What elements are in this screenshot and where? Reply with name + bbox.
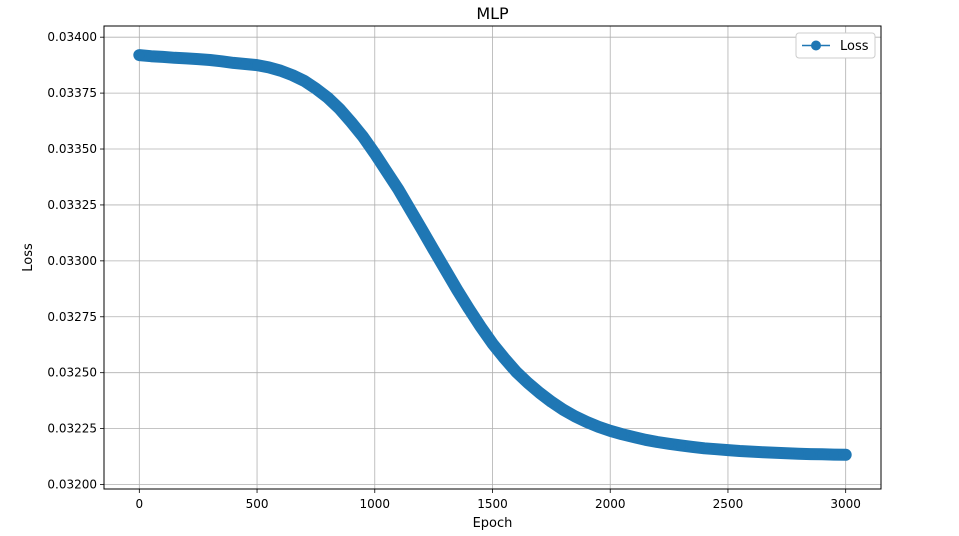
loss-point — [346, 117, 357, 128]
loss-point — [193, 54, 204, 65]
loss-point — [204, 54, 215, 65]
loss-point — [228, 57, 239, 68]
legend-label: Loss — [840, 39, 869, 54]
loss-point — [428, 244, 439, 255]
x-tick-label: 3000 — [830, 497, 861, 511]
loss-point — [181, 53, 192, 64]
x-tick-label: 1500 — [477, 497, 508, 511]
ticks: 0 500 1000 1500 2000 2500 3000 0.03200 0.03225 0.… — [47, 30, 861, 511]
loss-point — [369, 148, 380, 159]
loss-point — [734, 445, 745, 456]
y-tick-label: 0.03225 — [47, 422, 97, 436]
loss-point — [711, 444, 722, 455]
loss-point — [157, 51, 168, 62]
loss-point — [617, 429, 627, 440]
grid — [104, 26, 881, 489]
loss-point — [628, 432, 639, 443]
loss-point — [605, 425, 616, 436]
loss-point — [593, 421, 604, 432]
loss-point — [511, 366, 522, 377]
loss-point — [487, 338, 498, 349]
loss-point — [746, 446, 757, 457]
loss-point — [840, 449, 851, 460]
loss-point — [581, 416, 592, 427]
loss-point — [828, 449, 839, 460]
loss-point — [534, 387, 545, 398]
loss-point — [817, 449, 828, 460]
y-tick-label: 0.03350 — [47, 142, 97, 156]
loss-point — [216, 56, 227, 67]
loss-point — [299, 75, 310, 86]
loss-point — [522, 377, 533, 388]
loss-point — [287, 70, 298, 81]
x-tick-label: 2500 — [713, 497, 744, 511]
loss-point — [440, 264, 451, 275]
loss-point — [722, 445, 733, 456]
loss-point — [240, 59, 251, 70]
loss-point — [793, 448, 804, 459]
loss-point — [463, 303, 474, 314]
loss-point — [134, 50, 145, 61]
loss-point — [805, 449, 816, 460]
loss-point — [664, 438, 675, 449]
y-tick-label: 0.03200 — [47, 478, 97, 492]
y-tick-label: 0.03275 — [47, 310, 97, 324]
loss-point — [499, 353, 510, 364]
y-axis-label: Loss — [21, 243, 36, 272]
loss-point — [252, 60, 263, 71]
loss-point — [640, 434, 651, 445]
loss-point — [758, 447, 769, 458]
loss-point — [405, 204, 416, 215]
x-tick-label: 2000 — [595, 497, 626, 511]
loss-point — [416, 224, 427, 235]
loss-point — [452, 284, 463, 295]
loss-point — [652, 437, 663, 448]
x-tick-label: 1000 — [359, 497, 390, 511]
loss-point — [358, 131, 368, 142]
chart-title: MLP — [476, 4, 509, 23]
loss-point — [687, 441, 698, 452]
x-tick-label: 500 — [246, 497, 269, 511]
loss-point — [169, 52, 180, 63]
loss-point — [699, 443, 710, 454]
y-tick-label: 0.03300 — [47, 254, 97, 268]
y-tick-label: 0.03400 — [47, 30, 97, 44]
legend: Loss — [795, 32, 876, 59]
x-axis-label: Epoch — [473, 516, 513, 531]
loss-point — [558, 404, 569, 415]
loss-point — [569, 411, 580, 422]
y-tick-label: 0.03375 — [47, 86, 97, 100]
loss-series — [133, 49, 852, 461]
loss-point — [275, 65, 286, 76]
loss-point — [263, 62, 274, 73]
loss-point — [546, 396, 557, 407]
loss-point — [310, 83, 321, 94]
loss-point — [334, 103, 345, 114]
loss-point — [781, 448, 792, 459]
x-tick-label: 0 — [135, 497, 143, 511]
loss-point — [675, 440, 686, 451]
loss-point — [475, 321, 486, 332]
legend-box — [795, 32, 876, 59]
loss-point — [393, 184, 404, 195]
legend-marker — [811, 40, 821, 51]
loss-point — [146, 51, 157, 62]
loss-point — [381, 166, 392, 177]
y-tick-label: 0.03325 — [47, 198, 97, 212]
loss-point — [322, 92, 333, 103]
loss-point — [770, 447, 781, 458]
y-tick-label: 0.03250 — [47, 366, 97, 380]
